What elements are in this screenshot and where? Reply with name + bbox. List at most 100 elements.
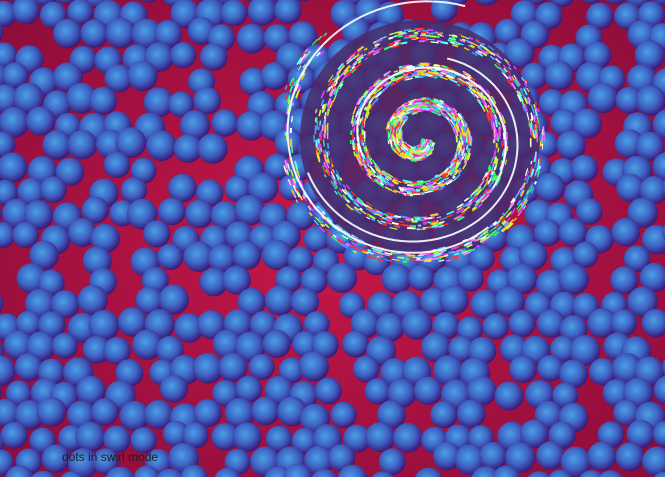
swirl-stroke [406,76,412,80]
swirl-stroke [301,51,307,58]
swirl-stroke [439,110,448,117]
swirl-stroke [480,94,485,100]
swirl-stroke [411,153,416,156]
pattern-dot [105,466,135,477]
pattern-dot [211,423,239,451]
swirl-stroke [461,38,467,42]
swirl-stroke [358,159,363,165]
pattern-dot [232,422,262,452]
swirl-stroke [441,249,447,252]
swirl-stroke [383,70,392,76]
swirl-stroke [454,153,458,160]
swirl-stroke [512,207,516,212]
swirl-stroke [373,208,378,212]
swirl-stroke [353,117,357,126]
swirl-stroke [415,70,425,72]
swirl-stroke [457,143,460,148]
swirl-stroke [483,104,489,113]
pattern-dot [36,396,67,427]
pattern-dot [118,307,148,337]
pattern-dot [610,266,639,295]
swirl-stroke [483,193,490,201]
swirl-stroke [520,90,526,99]
swirl-stroke [455,173,461,180]
swirl-stroke [501,71,509,80]
swirl-stroke [333,181,339,189]
swirl-stroke [354,202,360,207]
swirl-stroke [286,110,289,115]
pattern-dot [260,62,289,91]
swirl-stroke [381,181,388,186]
swirl-stroke [437,104,444,109]
swirl-stroke [437,31,442,34]
swirl-stroke [320,215,325,220]
swirl-stroke [360,140,364,146]
swirl-stroke [424,103,433,106]
swirl-stroke [437,33,443,36]
swirl-stroke [519,189,525,197]
pattern-dot [558,263,589,295]
swirl-stroke [460,127,465,136]
swirl-stroke [370,169,376,176]
swirl-stroke [528,122,531,128]
swirl-stroke [467,238,473,243]
pattern-dot [168,173,197,203]
swirl-stroke [384,258,392,262]
pattern-dot [448,335,475,363]
swirl-stroke [442,77,448,81]
swirl-stroke [365,111,370,119]
pattern-dot [31,470,56,477]
swirl-stroke [502,220,508,226]
swirl-stroke [538,165,541,170]
swirl-stroke [463,82,471,88]
pattern-dot [479,442,507,470]
swirl-stroke [430,99,439,104]
swirl-stroke [392,126,395,131]
swirl-stroke [494,129,498,139]
swirl-stroke [404,72,408,76]
swirl-stroke [370,209,375,213]
swirl-stroke [486,188,491,193]
pattern-dot [615,86,643,114]
swirl-stroke [495,223,500,228]
swirl-stroke [393,214,402,219]
swirl-stroke [316,152,321,161]
swirl-stroke [521,76,525,82]
swirl-stroke [417,182,425,185]
swirl-stroke [375,209,383,215]
swirl-stroke [337,241,345,247]
swirl-stroke [385,220,391,225]
swirl-stroke [368,95,372,100]
swirl-highlight [286,0,489,254]
swirl-stroke [315,139,318,148]
swirl-stroke [466,82,473,88]
swirl-stroke [395,118,401,124]
swirl-stroke [420,157,426,161]
swirl-stroke [396,77,406,82]
swirl-stroke [497,147,500,153]
swirl-stroke [447,112,455,120]
pattern-dot [67,0,94,25]
swirl-stroke [482,184,487,190]
swirl-stroke [500,69,506,75]
swirl-stroke [350,68,357,74]
swirl-stroke [470,235,478,240]
swirl-stroke [408,102,412,106]
swirl-stroke [393,39,401,43]
swirl-stroke [314,216,322,224]
pattern-dot [274,0,302,25]
swirl-stroke [439,250,445,254]
swirl-stroke [290,116,294,123]
swirl-stroke [504,159,508,165]
swirl-stroke [492,96,495,100]
swirl-stroke [317,217,324,224]
pattern-dot [627,286,658,318]
swirl-stroke [401,186,411,190]
swirl-stroke [414,155,422,158]
swirl-stroke [352,140,355,148]
swirl-stroke [455,117,460,123]
swirl-stroke [346,193,352,200]
swirl-stroke [353,206,360,212]
swirl-stroke [520,184,524,191]
